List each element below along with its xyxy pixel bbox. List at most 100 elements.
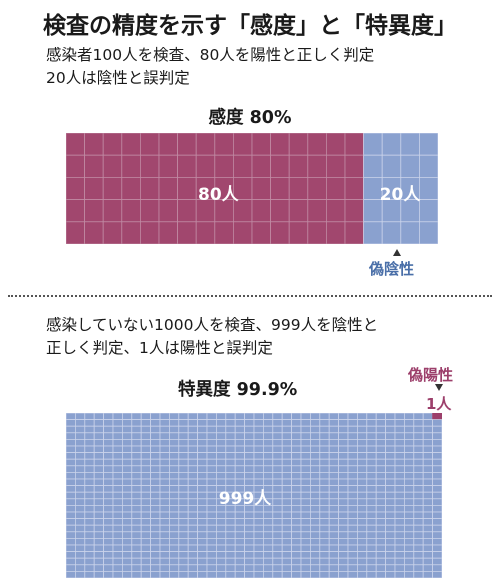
true-negative-cell: [84, 557, 95, 566]
true-negative-cell: [140, 505, 151, 513]
true-positive-cell: [270, 199, 290, 223]
true-negative-cell: [300, 538, 311, 546]
true-positive-cell: [84, 133, 104, 156]
true-negative-cell: [93, 564, 105, 572]
true-negative-cell: [403, 425, 415, 434]
true-negative-cell: [338, 472, 349, 480]
true-negative-cell: [385, 438, 396, 447]
true-negative-cell: [112, 425, 123, 434]
true-negative-cell: [309, 557, 321, 566]
true-negative-cell: [187, 419, 198, 427]
true-negative-cell: [122, 518, 133, 526]
true-negative-cell: [150, 564, 161, 572]
true-negative-cell: [244, 452, 255, 460]
true-negative-cell: [272, 524, 283, 533]
true-negative-cell: [403, 472, 415, 480]
true-negative-cell: [66, 419, 76, 427]
true-negative-cell: [422, 445, 434, 453]
true-negative-cell: [347, 445, 358, 453]
true-negative-cell: [150, 524, 161, 533]
true-negative-cell: [103, 452, 114, 460]
true-negative-cell: [84, 538, 95, 546]
true-negative-cell: [375, 465, 387, 473]
true-negative-cell: [281, 438, 292, 447]
true-negative-cell: [187, 498, 198, 506]
true-negative-cell: [291, 544, 302, 552]
true-negative-cell: [197, 419, 208, 427]
true-negative-cell: [262, 570, 274, 578]
true-positive-cell: [307, 154, 327, 178]
true-positive-cell: [288, 133, 309, 156]
true-negative-cell: [159, 445, 170, 453]
true-negative-cell: [338, 419, 349, 427]
true-negative-cell: [244, 564, 255, 572]
true-negative-cell: [281, 491, 292, 500]
true-negative-cell: [338, 465, 349, 473]
true-positive-cell: [270, 133, 290, 156]
true-negative-cell: [178, 491, 189, 500]
true-negative-cell: [356, 570, 368, 578]
true-negative-cell: [74, 425, 86, 434]
true-negative-cell: [300, 511, 311, 519]
true-negative-cell: [338, 551, 349, 559]
true-negative-cell: [159, 485, 170, 493]
true-negative-cell: [403, 570, 415, 578]
true-positive-cell: [121, 199, 141, 223]
true-negative-cell: [66, 472, 76, 480]
true-negative-cell: [328, 419, 340, 427]
true-negative-cell: [422, 472, 434, 480]
true-negative-cell: [206, 419, 217, 427]
true-negative-cell: [432, 445, 442, 453]
true-negative-cell: [385, 538, 396, 546]
true-negative-cell: [309, 432, 321, 440]
true-negative-cell: [262, 465, 274, 473]
true-negative-cell: [253, 544, 264, 552]
true-negative-cell: [206, 432, 217, 440]
true-negative-cell: [244, 458, 255, 467]
true-negative-cell: [347, 524, 358, 533]
true-negative-cell: [385, 425, 396, 434]
true-negative-cell: [159, 425, 170, 434]
true-negative-cell: [375, 511, 387, 519]
true-negative-cell: [169, 425, 180, 434]
true-negative-cell: [178, 505, 189, 513]
true-negative-cell: [66, 485, 76, 493]
true-negative-cell: [422, 531, 434, 539]
false-positive-count-label: 1人: [426, 395, 452, 413]
true-negative-cell: [234, 557, 245, 566]
true-negative-cell: [131, 538, 142, 546]
true-negative-cell: [413, 538, 424, 546]
true-negative-cell: [375, 432, 387, 440]
true-negative-cell: [244, 538, 255, 546]
true-negative-cell: [253, 452, 264, 460]
true-positive-cell: [158, 133, 179, 156]
true-negative-cell: [347, 538, 358, 546]
true-negative-cell: [319, 538, 330, 546]
true-negative-cell: [169, 498, 180, 506]
true-negative-cell: [328, 531, 340, 539]
true-negative-cell: [197, 452, 208, 460]
true-negative-cell: [197, 544, 208, 552]
true-negative-cell: [413, 419, 424, 427]
true-negative-cell: [422, 570, 434, 578]
true-positive-cell: [288, 199, 309, 223]
true-negative-cell: [338, 458, 349, 467]
true-negative-cell: [385, 518, 396, 526]
true-negative-cell: [309, 472, 321, 480]
true-negative-cell: [394, 438, 405, 447]
true-negative-cell: [140, 524, 151, 533]
true-negative-cell: [413, 445, 424, 453]
true-negative-cell: [319, 491, 330, 500]
true-negative-cell: [356, 505, 368, 513]
true-negative-cell: [131, 419, 142, 427]
true-negative-cell: [178, 413, 189, 420]
true-negative-cell: [131, 564, 142, 572]
true-negative-cell: [215, 452, 227, 460]
true-negative-cell: [187, 551, 198, 559]
true-negative-cell: [413, 518, 424, 526]
true-negative-cell: [244, 557, 255, 566]
true-negative-cell: [413, 564, 424, 572]
true-negative-cell: [356, 438, 368, 447]
true-negative-cell: [394, 570, 405, 578]
true-negative-cell: [291, 538, 302, 546]
